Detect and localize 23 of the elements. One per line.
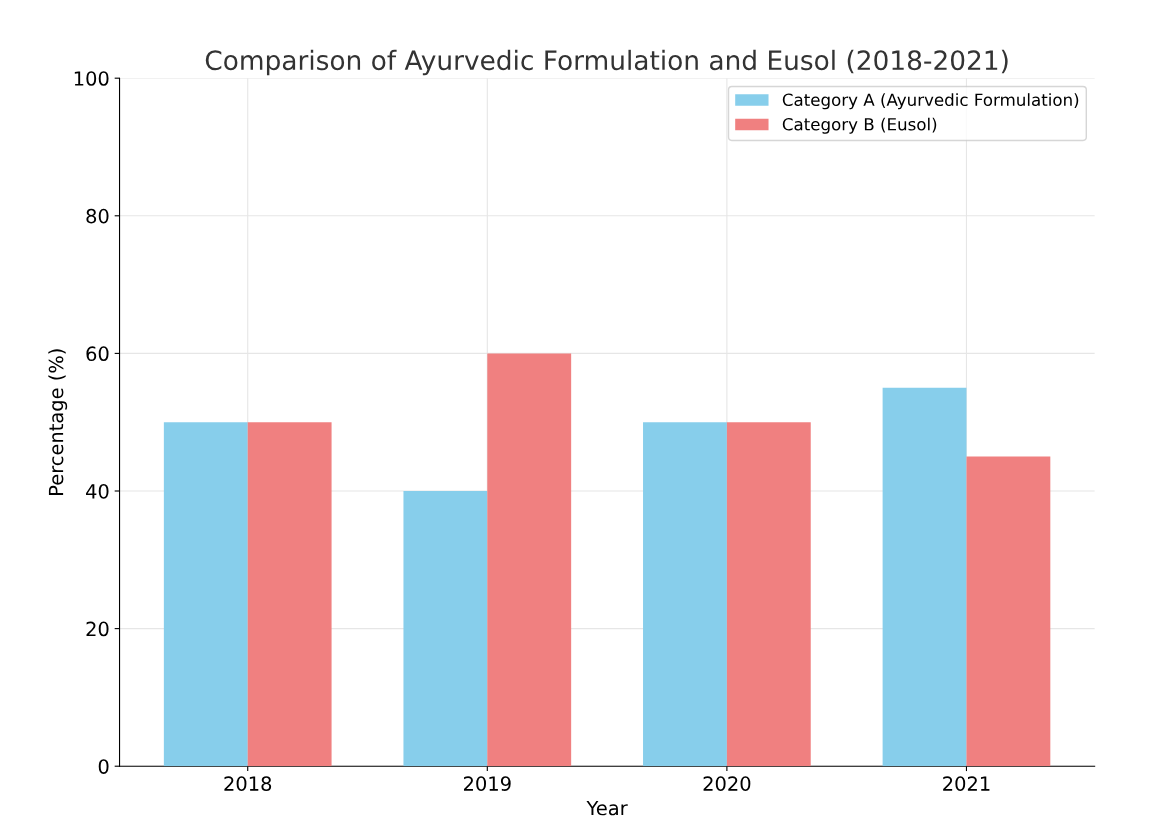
y-tick-label: 0	[98, 759, 109, 774]
y-tick-label: 20	[86, 621, 109, 637]
x-tick-label: 2019	[463, 776, 511, 791]
y-axis-title: Percentage (%)	[48, 349, 68, 495]
x-axis-title: Year	[586, 800, 628, 816]
x-tick-label: 2020	[703, 776, 751, 791]
legend-label: Category B (Eusol)	[782, 117, 937, 134]
y-tick-label: 60	[86, 346, 109, 362]
legend-label: Category A (Ayurvedic Formulation)	[782, 93, 1079, 110]
bar	[247, 422, 332, 767]
bar	[403, 491, 488, 767]
x-tick-label: 2018	[224, 776, 272, 791]
bar	[163, 422, 248, 767]
y-tick-label: 40	[86, 483, 109, 499]
bar	[643, 422, 727, 767]
chart-title: Comparison of Ayurvedic Formulation and Eusol (2018-2021)	[205, 49, 1008, 76]
bar	[966, 456, 1051, 767]
bar	[882, 387, 967, 767]
bar	[726, 422, 811, 767]
y-tick-label: 100	[74, 71, 109, 86]
bar	[487, 353, 572, 767]
y-tick-label: 80	[86, 208, 109, 224]
x-tick-label: 2021	[943, 776, 990, 791]
